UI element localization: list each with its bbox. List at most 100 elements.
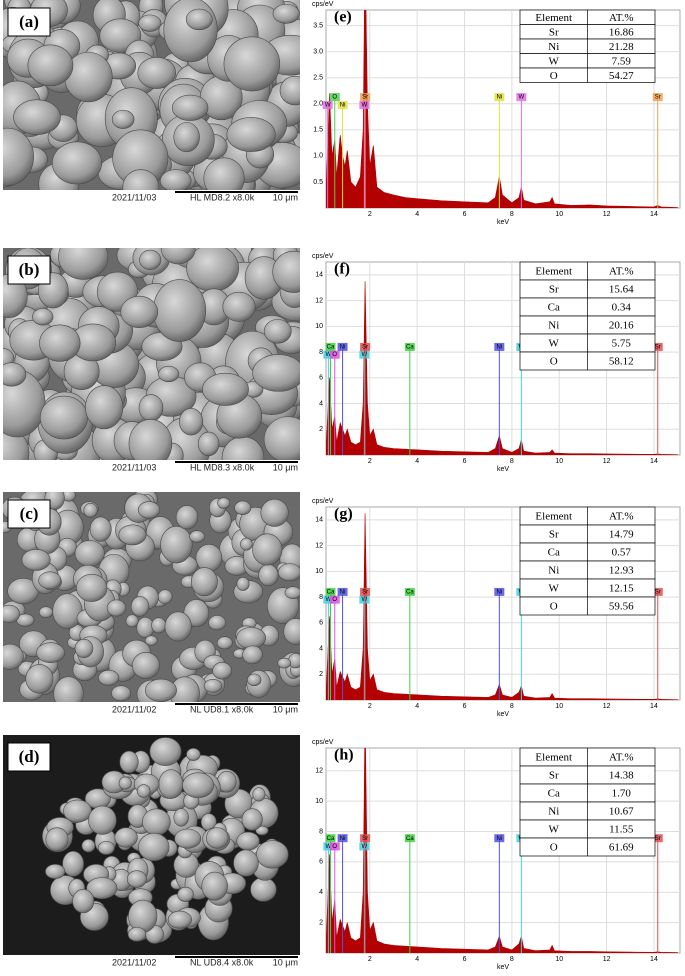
table-cell: AT.%: [609, 266, 634, 278]
grain: [21, 549, 51, 571]
y-tick-label: 2: [319, 671, 323, 678]
element-tag: [494, 834, 505, 843]
grain: [186, 748, 201, 761]
x-tick-label: 8: [510, 458, 514, 465]
element-tag: [652, 587, 663, 596]
element-tag: [360, 342, 371, 351]
element-tag: [329, 842, 340, 851]
grain: [62, 850, 85, 877]
grain: [76, 573, 108, 602]
grain: [144, 635, 158, 646]
y-tick-label: 12: [315, 768, 323, 775]
table-cell: W: [549, 55, 560, 67]
grain: [25, 664, 54, 694]
element-tag-label: Ni: [340, 836, 346, 842]
table-cell: AT.%: [609, 511, 634, 523]
grain: [277, 563, 300, 582]
element-tag: [323, 842, 334, 851]
grain: [177, 886, 194, 902]
grain: [136, 784, 151, 798]
table-cell: Ca: [548, 547, 560, 559]
grain: [151, 617, 167, 634]
grain: [52, 593, 83, 629]
grain: [222, 291, 256, 322]
x-tick-label: 12: [603, 458, 611, 465]
grain: [216, 636, 233, 650]
table-cell: 0.57: [612, 547, 632, 559]
x-tick-label: 4: [415, 703, 419, 710]
grain: [86, 877, 118, 900]
grain: [88, 805, 117, 835]
grain: [137, 57, 177, 89]
grain: [81, 839, 96, 853]
grain: [203, 678, 223, 693]
grain: [118, 776, 132, 790]
grain: [39, 395, 88, 440]
table-cell: Element: [535, 266, 572, 278]
x-tick-label: 10: [555, 703, 563, 710]
table-cell: 10.67: [609, 806, 634, 818]
grain: [45, 827, 69, 852]
table-cell: 61.69: [609, 842, 634, 854]
grain: [114, 827, 138, 848]
grain: [138, 832, 170, 862]
element-tag-label: Ni: [496, 95, 502, 101]
x-tick-label: 6: [463, 211, 467, 218]
table-cell: 7.59: [612, 55, 632, 67]
element-tag-label: W: [325, 103, 331, 109]
y-axis-label: cps/eV: [312, 739, 334, 746]
grain: [45, 864, 66, 879]
element-tag-label: Ni: [340, 589, 346, 595]
element-tag-label: Sr: [655, 589, 661, 595]
panel-label-box: [7, 255, 51, 285]
grain: [179, 408, 204, 436]
grain: [189, 530, 205, 543]
grain: [260, 498, 289, 527]
grain: [3, 362, 27, 387]
grain: [53, 676, 84, 702]
table-cell: 15.64: [609, 284, 634, 296]
grain: [240, 537, 253, 551]
grain: [258, 564, 279, 587]
y-tick-label: 4: [319, 889, 323, 896]
table-cell: AT.%: [609, 12, 634, 24]
element-tag: [325, 834, 336, 843]
grain: [128, 899, 158, 933]
grain: [72, 889, 95, 914]
panel-label: (h): [334, 747, 354, 764]
element-tag-label: Ni: [496, 589, 502, 595]
grain: [138, 14, 162, 32]
panel-label: (a): [19, 12, 39, 31]
table-cell: Sr: [549, 284, 559, 296]
element-tag: [404, 342, 415, 351]
element-tag: [359, 350, 370, 359]
sem-date: 2021/11/02: [112, 704, 156, 714]
grain: [250, 877, 277, 902]
element-tag-label: W: [326, 597, 332, 603]
x-tick-label: 8: [510, 703, 514, 710]
grain: [157, 589, 173, 605]
element-tag: [652, 93, 663, 102]
y-tick-label: 2.5: [313, 75, 323, 82]
grain: [74, 638, 94, 658]
grain: [279, 75, 300, 106]
element-tag-label: Ca: [406, 344, 414, 350]
grain: [83, 503, 98, 518]
x-axis-label: keV: [497, 964, 509, 971]
grain: [131, 651, 160, 679]
y-axis-label: cps/eV: [312, 253, 334, 260]
element-tag-label: W: [326, 844, 332, 850]
grain: [247, 673, 262, 687]
grain: [27, 44, 74, 87]
grain: [98, 669, 120, 686]
y-tick-label: 8: [319, 594, 323, 601]
element-tag-label: Ni: [496, 344, 502, 350]
table-cell: Sr: [549, 529, 559, 541]
y-tick-label: 12: [315, 297, 323, 304]
sem-image: [3, 0, 300, 190]
table-cell: 54.27: [609, 70, 634, 82]
spectrum: [326, 748, 678, 953]
element-tag: [337, 101, 348, 110]
y-tick-label: 6: [319, 620, 323, 627]
grain: [203, 157, 245, 190]
